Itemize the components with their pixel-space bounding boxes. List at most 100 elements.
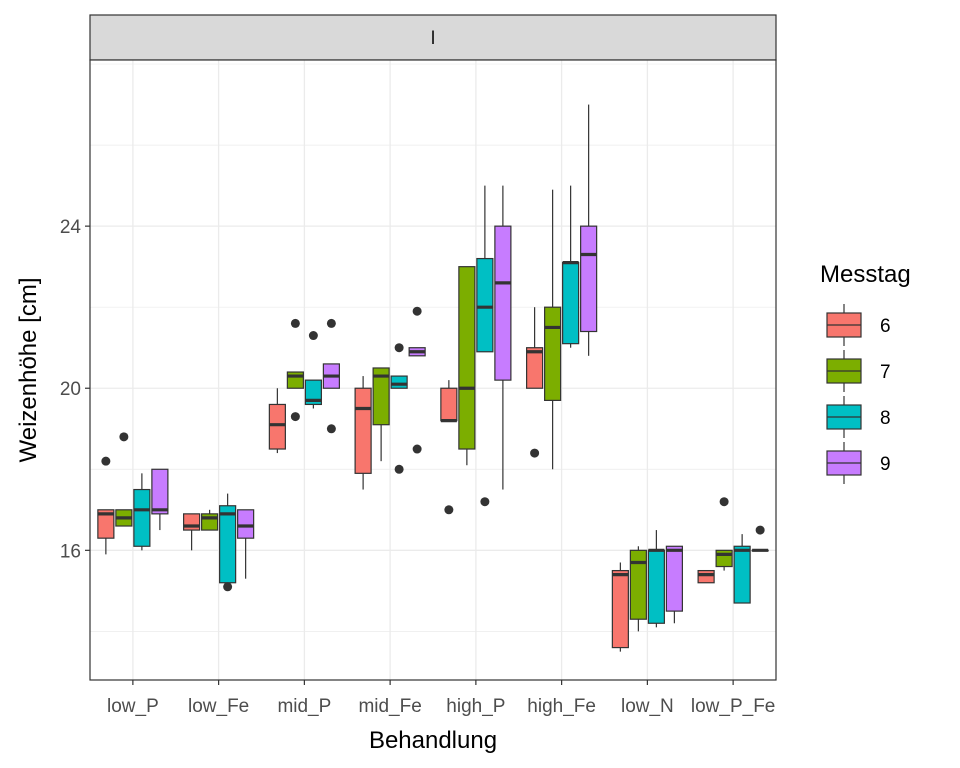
y-tick-label: 24 [60,217,82,238]
outlier-point [223,582,233,592]
legend-title: Messtag [820,261,911,288]
outlier-point [326,424,336,434]
plot-panel-border [89,59,777,681]
box-mid_Fe-9 [408,306,426,454]
box-layer [97,104,769,652]
box-low_N-8 [647,530,665,628]
outlier-point [412,306,422,316]
x-tick-label: high_Fe [527,696,596,717]
box-body [562,262,580,345]
box-high_P-9 [494,185,512,490]
outlier-point [480,497,490,507]
box-low_P_Fe-6 [697,569,715,584]
box-low_P_Fe-8 [733,534,751,604]
x-tick-label: high_P [446,696,505,717]
facet-strip-label: I [430,28,435,49]
box-body [494,225,512,381]
box-body [458,266,476,450]
box-low_N-9 [665,545,683,624]
outlier-point [412,444,422,454]
legend-label: 7 [880,362,891,383]
legend: Messtag 6 7 8 9 [820,261,911,484]
box-body [697,569,715,584]
outlier-point [308,331,318,341]
x-tick-label: mid_P [277,696,331,717]
box-body [151,468,169,515]
box-mid_P-6 [268,388,286,454]
box-low_Fe-8 [219,493,237,592]
outlier-point [101,456,111,466]
box-body [733,545,751,604]
grid-lines [90,60,776,680]
box-body [629,549,647,620]
box-body [580,225,598,333]
y-tick-label: 16 [60,541,81,562]
outlier-point [394,464,404,474]
box-body [354,387,372,474]
box-mid_Fe-6 [354,376,372,490]
x-tick-label: low_Fe [188,696,249,717]
outlier-point [290,412,300,422]
box-mid_Fe-7 [372,367,390,462]
legend-item-9: 9 [826,442,891,484]
box-low_P-8 [133,473,151,551]
box-body [268,403,286,450]
box-mid_P-9 [322,318,340,434]
box-low_P-9 [151,468,169,531]
legend-item-6: 6 [826,304,891,346]
legend-label: 8 [880,408,891,429]
box-body [440,387,458,422]
outlier-point [755,525,765,535]
box-high_Fe-6 [526,307,544,458]
box-body [647,549,665,624]
box-body [526,347,544,389]
outlier-point [394,343,404,353]
x-tick-label: low_P [107,696,159,717]
legend-label: 6 [880,316,891,337]
axes: 16 20 24 low_P low_Fe mid_P mid_Fe high_P high_F… [60,217,776,717]
box-body [476,257,494,353]
box-low_Fe-7 [201,509,219,531]
box-low_Fe-9 [237,509,255,579]
box-low_N-7 [629,546,647,632]
box-body [286,371,304,389]
outlier-point [530,448,540,458]
box-high_P-8 [476,185,494,507]
x-tick-label: mid_Fe [358,696,421,717]
box-low_N-6 [611,562,629,652]
y-tick-label: 20 [60,379,81,400]
box-body [201,513,219,531]
outlier-point [326,318,336,328]
box-body [133,488,151,547]
box-body [390,375,408,389]
box-high_Fe-9 [580,104,598,356]
box-body [611,569,629,649]
outlier-point [290,318,300,328]
legend-label: 9 [880,454,891,475]
box-mid_P-7 [286,318,304,422]
box-low_P-6 [97,456,115,555]
box-high_Fe-8 [562,185,580,348]
facet-strip [89,14,777,61]
y-axis-title: Weizenhöhe [cm] [15,278,42,463]
box-body [219,505,237,584]
x-tick-label: low_P_Fe [691,696,776,717]
legend-item-8: 8 [826,396,891,438]
box-low_Fe-6 [183,513,201,551]
x-tick-label: low_N [621,696,674,717]
box-body [544,306,562,401]
box-mid_Fe-8 [390,343,408,474]
outlier-point [719,497,729,507]
outlier-point [119,432,129,442]
box-high_P-6 [440,380,458,515]
box-body [715,549,733,568]
box-body [237,509,255,539]
outlier-point [444,505,454,515]
x-axis-title: Behandlung [369,727,497,754]
box-high_P-7 [458,266,476,466]
box-high_Fe-7 [544,189,562,470]
box-body [372,367,390,426]
box-low_P_Fe-9 [751,525,769,552]
box-low_P-7 [115,432,133,527]
